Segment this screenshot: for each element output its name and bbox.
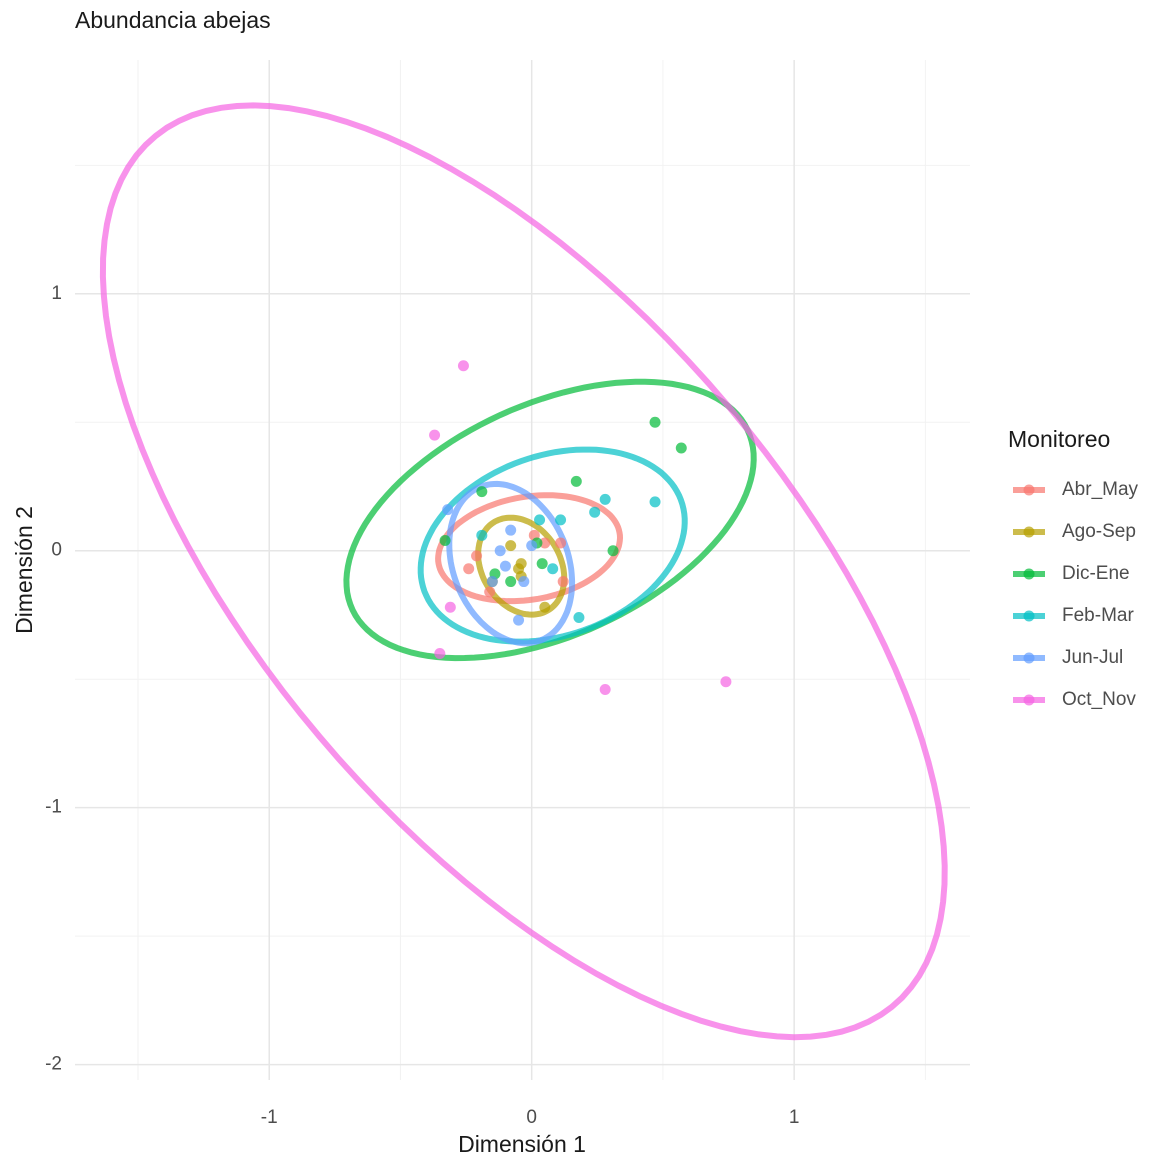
chart-title: Abundancia abejas bbox=[75, 7, 271, 33]
point bbox=[476, 486, 488, 498]
point bbox=[539, 537, 551, 549]
point bbox=[539, 601, 551, 613]
legend-key-point bbox=[1023, 526, 1035, 538]
point bbox=[444, 601, 456, 613]
point bbox=[607, 545, 619, 557]
x-tick-label: 1 bbox=[789, 1107, 800, 1128]
point bbox=[720, 676, 732, 688]
ellipse bbox=[475, 514, 568, 618]
point bbox=[463, 563, 475, 575]
x-tick-label: -1 bbox=[261, 1107, 278, 1128]
point bbox=[557, 576, 569, 588]
point bbox=[599, 683, 611, 695]
legend-title: Monitoreo bbox=[1008, 426, 1110, 452]
legend-key-point bbox=[1023, 568, 1035, 580]
point bbox=[505, 540, 517, 552]
point bbox=[457, 360, 469, 372]
ellipse bbox=[435, 492, 624, 605]
legend-label: Feb-Mar bbox=[1062, 605, 1134, 626]
legend-item: Abr_May bbox=[1013, 479, 1139, 500]
point bbox=[471, 550, 483, 562]
point bbox=[570, 475, 582, 487]
point bbox=[573, 612, 585, 624]
ellipse bbox=[417, 446, 688, 645]
point bbox=[589, 506, 601, 518]
legend-key-point bbox=[1023, 694, 1035, 706]
legend-item: Dic-Ene bbox=[1013, 563, 1130, 584]
y-axis-label: Dimensión 2 bbox=[11, 506, 37, 634]
point bbox=[434, 648, 446, 660]
point bbox=[505, 524, 517, 536]
point bbox=[513, 614, 525, 626]
point bbox=[486, 576, 498, 588]
x-tick-label: 0 bbox=[526, 1107, 537, 1128]
legend-item: Ago-Sep bbox=[1013, 521, 1136, 542]
point bbox=[599, 493, 611, 505]
point bbox=[494, 545, 506, 557]
legend-key-point bbox=[1023, 484, 1035, 496]
point bbox=[505, 576, 517, 588]
y-tick-label: 0 bbox=[51, 540, 62, 561]
y-tick-label: -2 bbox=[45, 1054, 62, 1075]
point bbox=[536, 558, 548, 570]
x-axis-label: Dimensión 1 bbox=[458, 1131, 586, 1157]
y-tick-label: -1 bbox=[45, 797, 62, 818]
legend-key-point bbox=[1023, 652, 1035, 664]
point bbox=[649, 416, 661, 428]
point bbox=[547, 563, 559, 575]
point bbox=[442, 504, 454, 516]
point bbox=[518, 576, 530, 588]
legend-label: Jun-Jul bbox=[1062, 647, 1123, 668]
point bbox=[526, 540, 538, 552]
legend-label: Abr_May bbox=[1062, 479, 1139, 500]
point bbox=[499, 560, 511, 572]
ellipse bbox=[343, 378, 757, 662]
point bbox=[484, 586, 496, 598]
y-tick-label: 1 bbox=[51, 283, 62, 304]
ellipse bbox=[99, 102, 948, 1041]
legend-label: Dic-Ene bbox=[1062, 563, 1130, 584]
point bbox=[555, 514, 567, 526]
legend-key-point bbox=[1023, 610, 1035, 622]
point bbox=[675, 442, 687, 454]
point bbox=[534, 514, 546, 526]
point bbox=[476, 529, 488, 541]
legend-item: Oct_Nov bbox=[1013, 689, 1136, 710]
point bbox=[513, 563, 525, 575]
point bbox=[555, 537, 567, 549]
legend-label: Oct_Nov bbox=[1062, 689, 1136, 710]
legend-label: Ago-Sep bbox=[1062, 521, 1136, 542]
legend-item: Jun-Jul bbox=[1013, 647, 1123, 668]
point bbox=[439, 534, 451, 546]
point bbox=[429, 429, 441, 441]
legend-item: Feb-Mar bbox=[1013, 605, 1134, 626]
point bbox=[649, 496, 661, 508]
